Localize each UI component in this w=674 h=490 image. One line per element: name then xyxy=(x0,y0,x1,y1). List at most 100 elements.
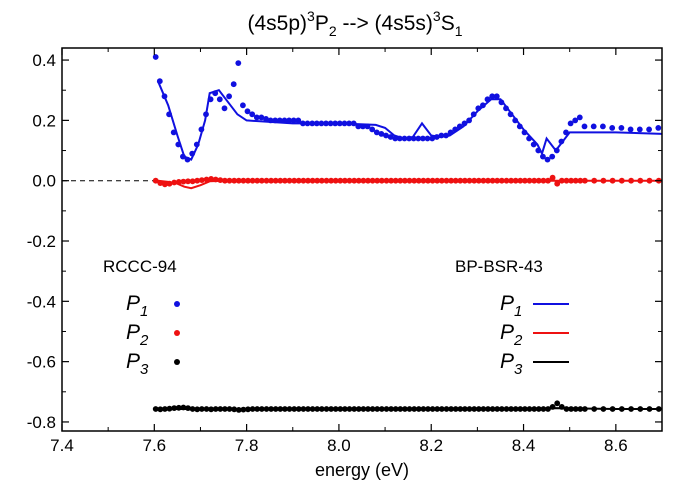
point-p1 xyxy=(290,117,297,124)
point-p3 xyxy=(646,406,653,412)
point-p3 xyxy=(258,406,265,412)
point-p2 xyxy=(558,177,565,184)
point-p3 xyxy=(568,406,574,412)
point-p1 xyxy=(332,120,339,127)
point-p3 xyxy=(517,406,524,412)
point-p1 xyxy=(286,117,292,124)
point-p3 xyxy=(332,406,339,412)
legend-label: P2 xyxy=(500,321,523,349)
y-tick-label: 0.0 xyxy=(32,172,56,191)
point-p2 xyxy=(438,177,445,184)
point-p2 xyxy=(425,177,431,184)
point-p1 xyxy=(253,114,260,121)
point-p1 xyxy=(383,132,389,139)
point-p3 xyxy=(402,406,408,412)
point-p3 xyxy=(489,406,496,412)
point-p3 xyxy=(369,406,376,412)
point-p1 xyxy=(406,135,412,142)
point-p2 xyxy=(494,177,501,184)
point-p1 xyxy=(360,123,366,130)
y-tick-label: -0.4 xyxy=(27,292,56,311)
point-p1 xyxy=(392,135,399,142)
point-p2 xyxy=(240,177,247,184)
point-p2 xyxy=(503,177,510,184)
point-p3 xyxy=(563,406,570,412)
point-p2 xyxy=(277,177,284,184)
line-series-p1 xyxy=(157,80,663,161)
point-p2 xyxy=(549,174,556,181)
point-p2 xyxy=(466,177,473,184)
point-p1 xyxy=(216,96,223,103)
x-tick-label: 7.4 xyxy=(50,436,74,455)
point-p2 xyxy=(646,177,653,184)
point-p2 xyxy=(637,177,644,184)
point-p3 xyxy=(189,406,196,412)
point-p3 xyxy=(549,404,556,410)
point-p2 xyxy=(314,177,321,184)
point-p1 xyxy=(240,102,246,109)
point-p3 xyxy=(531,406,538,412)
point-p1 xyxy=(512,117,519,124)
point-p2 xyxy=(175,179,182,185)
point-p2 xyxy=(535,177,542,184)
point-p1 xyxy=(355,123,362,130)
point-p3 xyxy=(360,406,367,412)
point-p1 xyxy=(323,120,329,127)
point-p1 xyxy=(152,54,159,60)
point-p1 xyxy=(503,105,509,112)
point-p2 xyxy=(434,177,441,184)
point-p1 xyxy=(369,126,376,133)
point-p1 xyxy=(175,141,182,148)
point-p2 xyxy=(618,177,625,184)
x-tick-label: 7.8 xyxy=(235,436,259,455)
point-p3 xyxy=(249,406,256,412)
title-sub-1: 2 xyxy=(329,23,337,39)
point-p2 xyxy=(323,177,330,184)
point-p1 xyxy=(507,111,514,118)
x-tick-label: 7.6 xyxy=(142,436,166,455)
point-p1 xyxy=(373,129,380,136)
point-p1 xyxy=(443,132,449,139)
point-p2 xyxy=(162,181,168,188)
point-p2 xyxy=(360,177,367,184)
point-p3 xyxy=(378,406,385,412)
point-p1 xyxy=(636,126,643,133)
point-p3 xyxy=(305,406,311,412)
point-p3 xyxy=(235,407,242,413)
point-p1 xyxy=(456,123,463,130)
point-p3 xyxy=(162,406,168,412)
point-p1 xyxy=(410,135,417,142)
point-p1 xyxy=(526,135,532,142)
point-p2 xyxy=(582,177,588,184)
point-p1 xyxy=(590,123,597,130)
point-p3 xyxy=(397,406,404,412)
point-p3 xyxy=(655,406,662,412)
point-p2 xyxy=(171,179,178,186)
point-p1 xyxy=(350,120,357,127)
point-p3 xyxy=(438,406,445,412)
point-p2 xyxy=(263,177,270,184)
point-p1 xyxy=(401,135,408,142)
point-p2 xyxy=(411,177,418,184)
point-p1 xyxy=(249,111,256,118)
point-p1 xyxy=(226,93,233,100)
point-p1 xyxy=(489,93,496,100)
point-p1 xyxy=(433,134,440,140)
point-p2 xyxy=(609,177,616,184)
point-p1 xyxy=(235,60,242,66)
point-p1 xyxy=(258,114,265,121)
chart-title: (4s5p)3P2 --> (4s5s)3S1 xyxy=(247,8,462,39)
point-p2 xyxy=(235,177,242,184)
point-p2 xyxy=(383,177,390,184)
point-p2 xyxy=(332,177,339,184)
point-p3 xyxy=(374,406,381,412)
point-p2 xyxy=(540,177,547,184)
point-p1 xyxy=(600,123,606,130)
point-p1 xyxy=(581,123,588,130)
point-p1 xyxy=(207,96,214,103)
point-p3 xyxy=(318,406,325,412)
point-p1 xyxy=(230,81,237,88)
point-p3 xyxy=(175,404,182,411)
point-p1 xyxy=(198,126,205,133)
point-p2 xyxy=(231,177,238,184)
